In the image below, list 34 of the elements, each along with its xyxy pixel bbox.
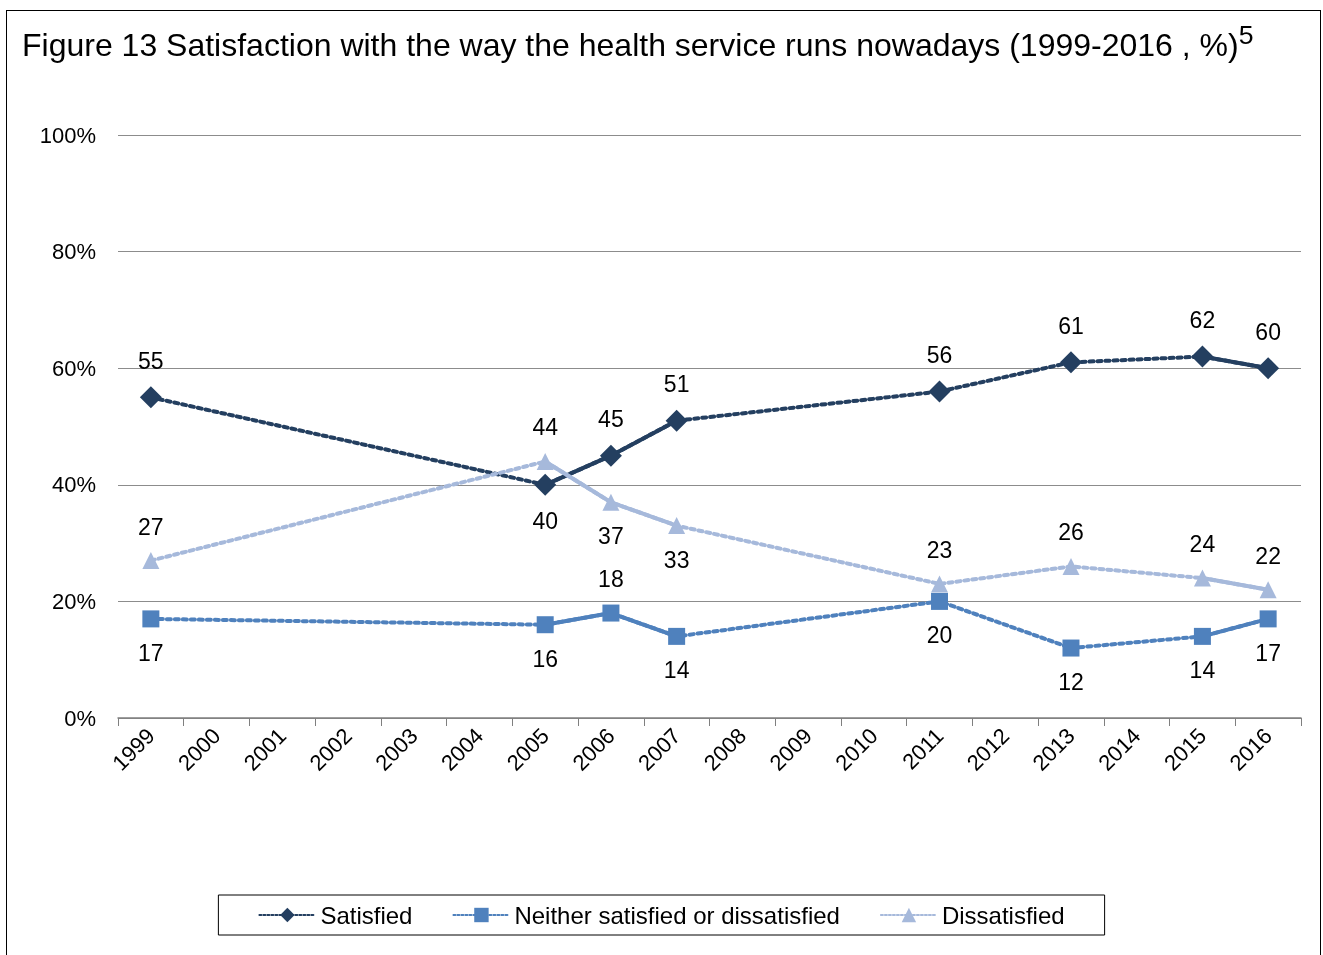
data-label: 14 (1189, 657, 1216, 684)
data-label: 40 (532, 508, 558, 535)
data-label: 37 (598, 523, 624, 550)
y-tick-label: 100% (39, 122, 96, 148)
data-label: 22 (1255, 542, 1281, 569)
legend-label: Neither satisfied or dissatisfied (514, 901, 840, 929)
data-label: 12 (1058, 669, 1084, 696)
data-label: 62 (1189, 307, 1216, 334)
data-label: 17 (1255, 639, 1281, 666)
data-label: 55 (138, 347, 164, 374)
legend-label: Dissatisfied (941, 901, 1065, 929)
data-label: 56 (926, 342, 953, 369)
y-tick-label: 60% (51, 355, 96, 381)
data-label: 18 (598, 566, 624, 593)
data-label: 60 (1255, 318, 1281, 345)
data-label: 17 (138, 639, 164, 666)
data-label: 27 (138, 513, 164, 540)
data-label: 51 (663, 371, 690, 398)
legend-label: Satisfied (320, 901, 413, 929)
data-label: 61 (1058, 312, 1084, 339)
y-tick-label: 40% (51, 472, 96, 498)
chart-title: Figure 13 Satisfaction with the way the health service runs nowadays (1999-2016 , %)$^{5}$ (22, 19, 1255, 64)
data-label: 23 (926, 536, 953, 563)
data-label: 44 (532, 414, 559, 441)
y-tick-label: 80% (51, 239, 96, 265)
data-label: 20 (926, 622, 953, 649)
data-label: 16 (532, 645, 558, 672)
data-label: 14 (663, 657, 690, 684)
data-label: 26 (1058, 519, 1084, 546)
data-label: 24 (1189, 531, 1216, 558)
y-tick-label: 20% (51, 588, 96, 614)
data-label: 45 (598, 406, 624, 433)
y-tick-label: 0% (64, 705, 96, 731)
data-label: 33 (663, 546, 690, 573)
